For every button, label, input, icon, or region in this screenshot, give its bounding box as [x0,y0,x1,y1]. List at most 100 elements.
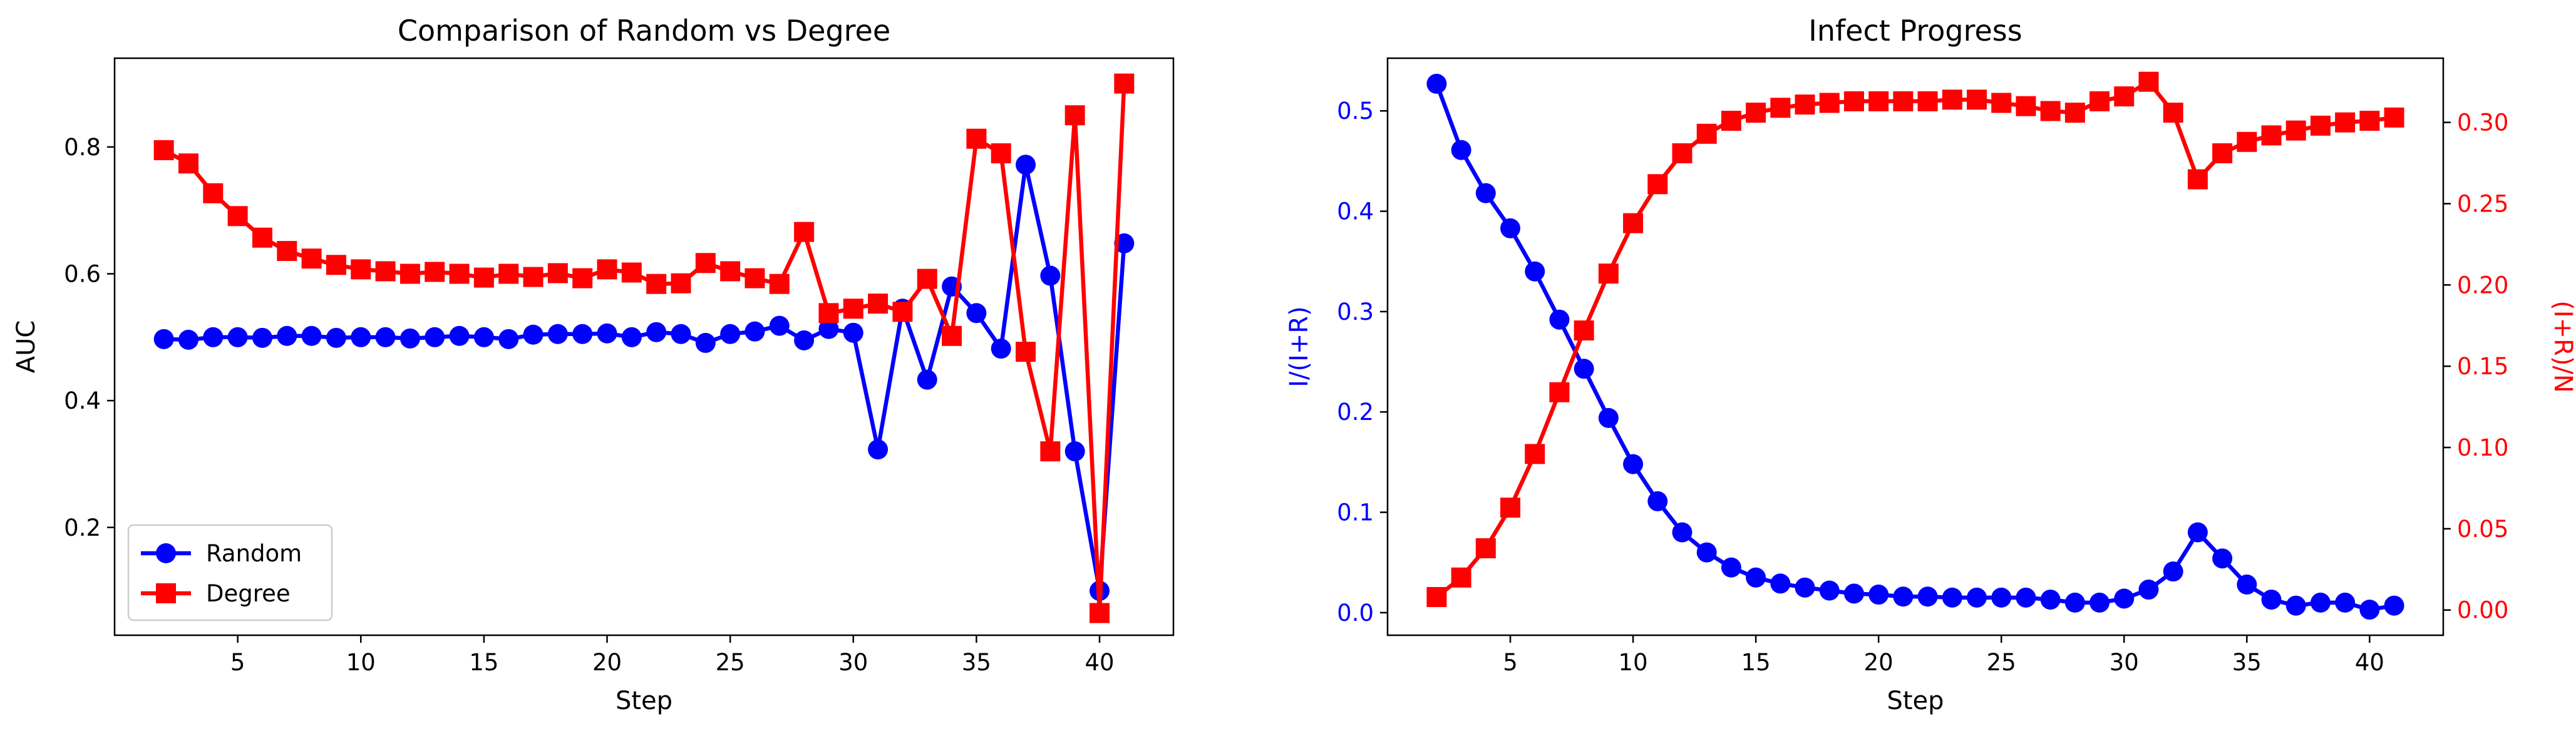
degree-point [720,261,741,282]
series-2-point [1623,213,1644,233]
x-axis-label: Step [616,687,672,715]
series-1-point [1500,218,1521,238]
series-1-point [2335,592,2356,613]
x-tick-label: 15 [469,649,498,676]
degree-point [843,299,863,319]
series-1-point [1893,586,1914,607]
y-tick-label: 0.3 [1337,299,1374,325]
series-1-point [1426,73,1447,94]
series-1-point [1598,407,1619,428]
series-1-point [2212,548,2233,569]
y-right-tick-label: 0.20 [2457,272,2508,299]
series-1-point [1795,577,1815,598]
degree-point [203,183,224,203]
degree-point [1040,441,1061,462]
degree-point [399,263,420,284]
x-tick-label: 10 [346,649,376,676]
y-tick-label: 0.8 [64,134,101,161]
x-tick-label: 35 [962,649,991,676]
x-tick-label: 20 [1864,649,1893,676]
series-2-point [1525,444,1545,464]
x-tick-label: 25 [716,649,745,676]
y-right-tick-label: 0.10 [2457,434,2508,461]
series-2-point [1696,123,1717,144]
series-2-point [1451,567,1471,588]
series-1-point [2285,595,2306,616]
y-tick-label: 0.2 [1337,399,1374,426]
random-point [818,319,839,339]
degree-point [547,263,568,284]
random-point [326,327,346,348]
series-1-point [2310,592,2331,613]
x-tick-label: 30 [838,649,868,676]
series-1-point [2114,588,2135,609]
degree-point [621,262,642,283]
degree-point [1090,603,1110,623]
series-2-point [1598,263,1619,284]
series-2-point [1746,103,1766,123]
degree-point [646,273,667,294]
degree-point [326,255,346,275]
series-2-point [1770,98,1791,118]
series-1-point [1451,140,1471,160]
series-1-point [2237,575,2257,595]
degree-point [178,153,198,174]
series-1-point [2040,590,2061,610]
degree-point [991,143,1011,163]
degree-point [523,267,544,287]
series-2-point [1549,382,1570,402]
series-2-point [1819,93,1840,113]
degree-point [818,303,839,324]
degree-point [744,268,765,289]
random-point [301,325,322,346]
random-point [646,322,667,342]
random-point [917,369,937,390]
series-2-point [1967,89,1987,110]
series-1-line [1435,83,2395,612]
x-axis-label: Step [1887,687,1944,715]
axes-frame [113,57,1175,636]
series-2-point [1647,174,1668,195]
y-tick-label: 0.4 [1337,198,1374,225]
series-2-point [1721,110,1741,131]
degree-line [163,83,1126,615]
random-point [375,327,396,347]
series-2-point [2335,112,2356,133]
series-2-point [2212,143,2233,163]
x-tick-label: 25 [1987,649,2016,676]
degree-point [1064,105,1085,126]
random-point [1064,441,1085,462]
series-2-point [1868,91,1889,111]
series-1-point [1549,309,1570,330]
x-tick-label: 15 [1741,649,1771,676]
y-right-tick-label: 0.30 [2457,110,2508,136]
degree-point [892,302,913,322]
degree-point [153,140,174,160]
degree-point [473,267,494,288]
series-1-point [1672,522,1692,543]
degree-point [695,253,716,273]
series-1-point [1475,183,1496,203]
series-2-point [2237,131,2257,152]
degree-point [572,268,593,289]
series-2-point [1991,93,2012,113]
series-1-point [2016,587,2036,608]
x-tick-label: 20 [592,649,622,676]
degree-point [252,227,272,248]
random-point [449,325,470,346]
random-point [695,332,716,353]
degree-point [498,263,519,284]
series-2-point [1426,586,1447,607]
series-2-point [1917,91,1938,111]
series-1-point [2384,595,2404,616]
series-1-point [1574,359,1594,379]
series-2-point [2138,71,2159,92]
series-1-point [2359,600,2380,620]
random-point [671,324,691,344]
series-2-point [2016,96,2036,116]
series-1-point [2187,522,2208,543]
series-1-point [1917,586,1938,607]
series-1-point [2163,561,2183,582]
random-point [597,323,617,344]
